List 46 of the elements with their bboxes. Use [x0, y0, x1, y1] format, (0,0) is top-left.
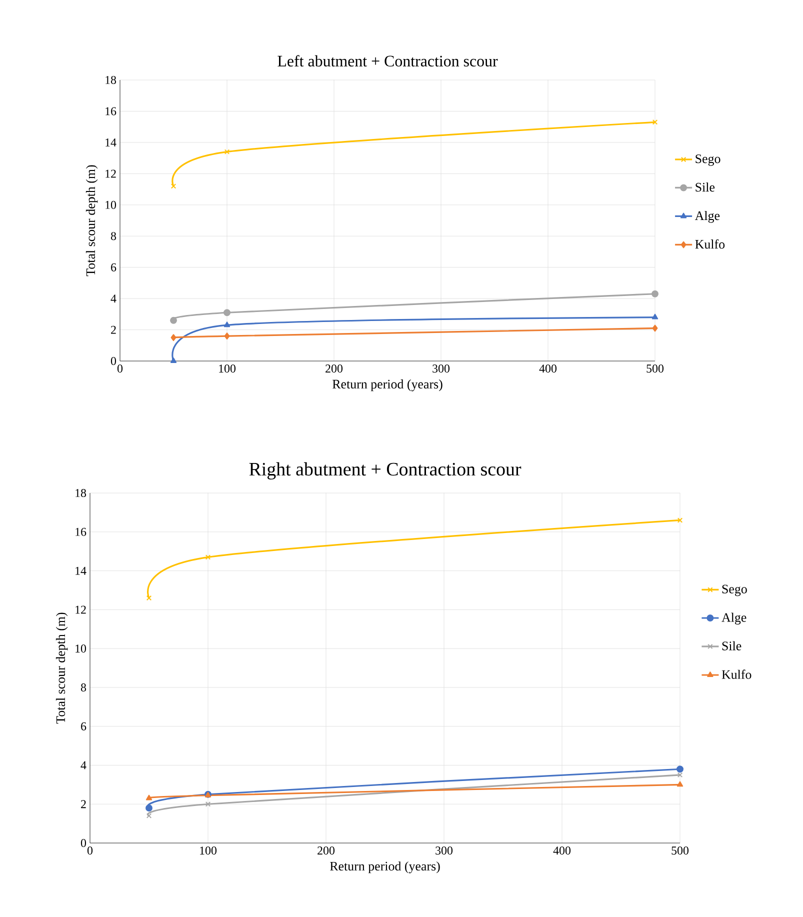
legend-label: Sego	[696, 154, 720, 166]
y-tick-label: 4	[80, 761, 86, 770]
y-axis-title: Total scour depth (m)	[56, 612, 68, 724]
y-tick-label: 2	[81, 800, 86, 808]
legend-label: Alge	[694, 210, 720, 223]
x-tick-label: 200	[326, 364, 343, 373]
y-tick-label: 12	[76, 606, 86, 614]
chart-title: Right abutment + Contraction scour	[249, 462, 522, 480]
x-tick-label: 0	[117, 364, 123, 373]
y-tick-label: 6	[81, 722, 86, 730]
y-tick-label: 12	[106, 170, 116, 178]
x-axis-title: Return period (years)	[332, 379, 442, 392]
y-tick-label: 0	[110, 356, 116, 366]
y-tick-label: 16	[76, 528, 86, 536]
legend-label: Alge	[722, 612, 746, 625]
x-tick-label: 100	[200, 846, 217, 855]
legend-label: Kulfo	[722, 670, 752, 679]
y-tick-label: 8	[80, 683, 86, 692]
legend-label: Sego	[722, 584, 747, 596]
x-tick-label: 500	[672, 846, 689, 855]
y-tick-label: 8	[110, 232, 116, 240]
legend-label: Sile	[696, 182, 715, 192]
y-tick-label: 6	[111, 263, 116, 272]
legend-label: Kulfo	[695, 239, 725, 249]
x-tick-label: 0	[87, 846, 93, 855]
chart-title: Left abutment + Contraction scour	[278, 55, 498, 67]
y-tick-label: 10	[76, 644, 86, 653]
y-tick-label: 14	[106, 138, 116, 146]
x-tick-label: 400	[553, 846, 571, 855]
x-tick-label: 200	[318, 846, 335, 855]
y-tick-label: 18	[106, 76, 116, 84]
y-tick-label: 14	[76, 566, 86, 575]
y-tick-label: 16	[106, 107, 116, 116]
x-tick-label: 100	[219, 364, 236, 373]
x-tick-label: 400	[539, 364, 557, 373]
x-tick-label: 300	[436, 846, 453, 855]
y-tick-label: 18	[76, 488, 86, 498]
y-axis-title: Total scour depth (m)	[86, 165, 98, 276]
x-axis-title: Return period (years)	[330, 861, 440, 874]
y-tick-label: 10	[106, 200, 116, 209]
y-tick-label: 0	[80, 838, 86, 848]
y-tick-label: 2	[111, 326, 116, 334]
x-tick-label: 300	[432, 364, 450, 373]
y-tick-label: 4	[110, 294, 116, 302]
x-tick-label: 500	[646, 364, 664, 373]
legend-label: Sile	[722, 641, 742, 650]
